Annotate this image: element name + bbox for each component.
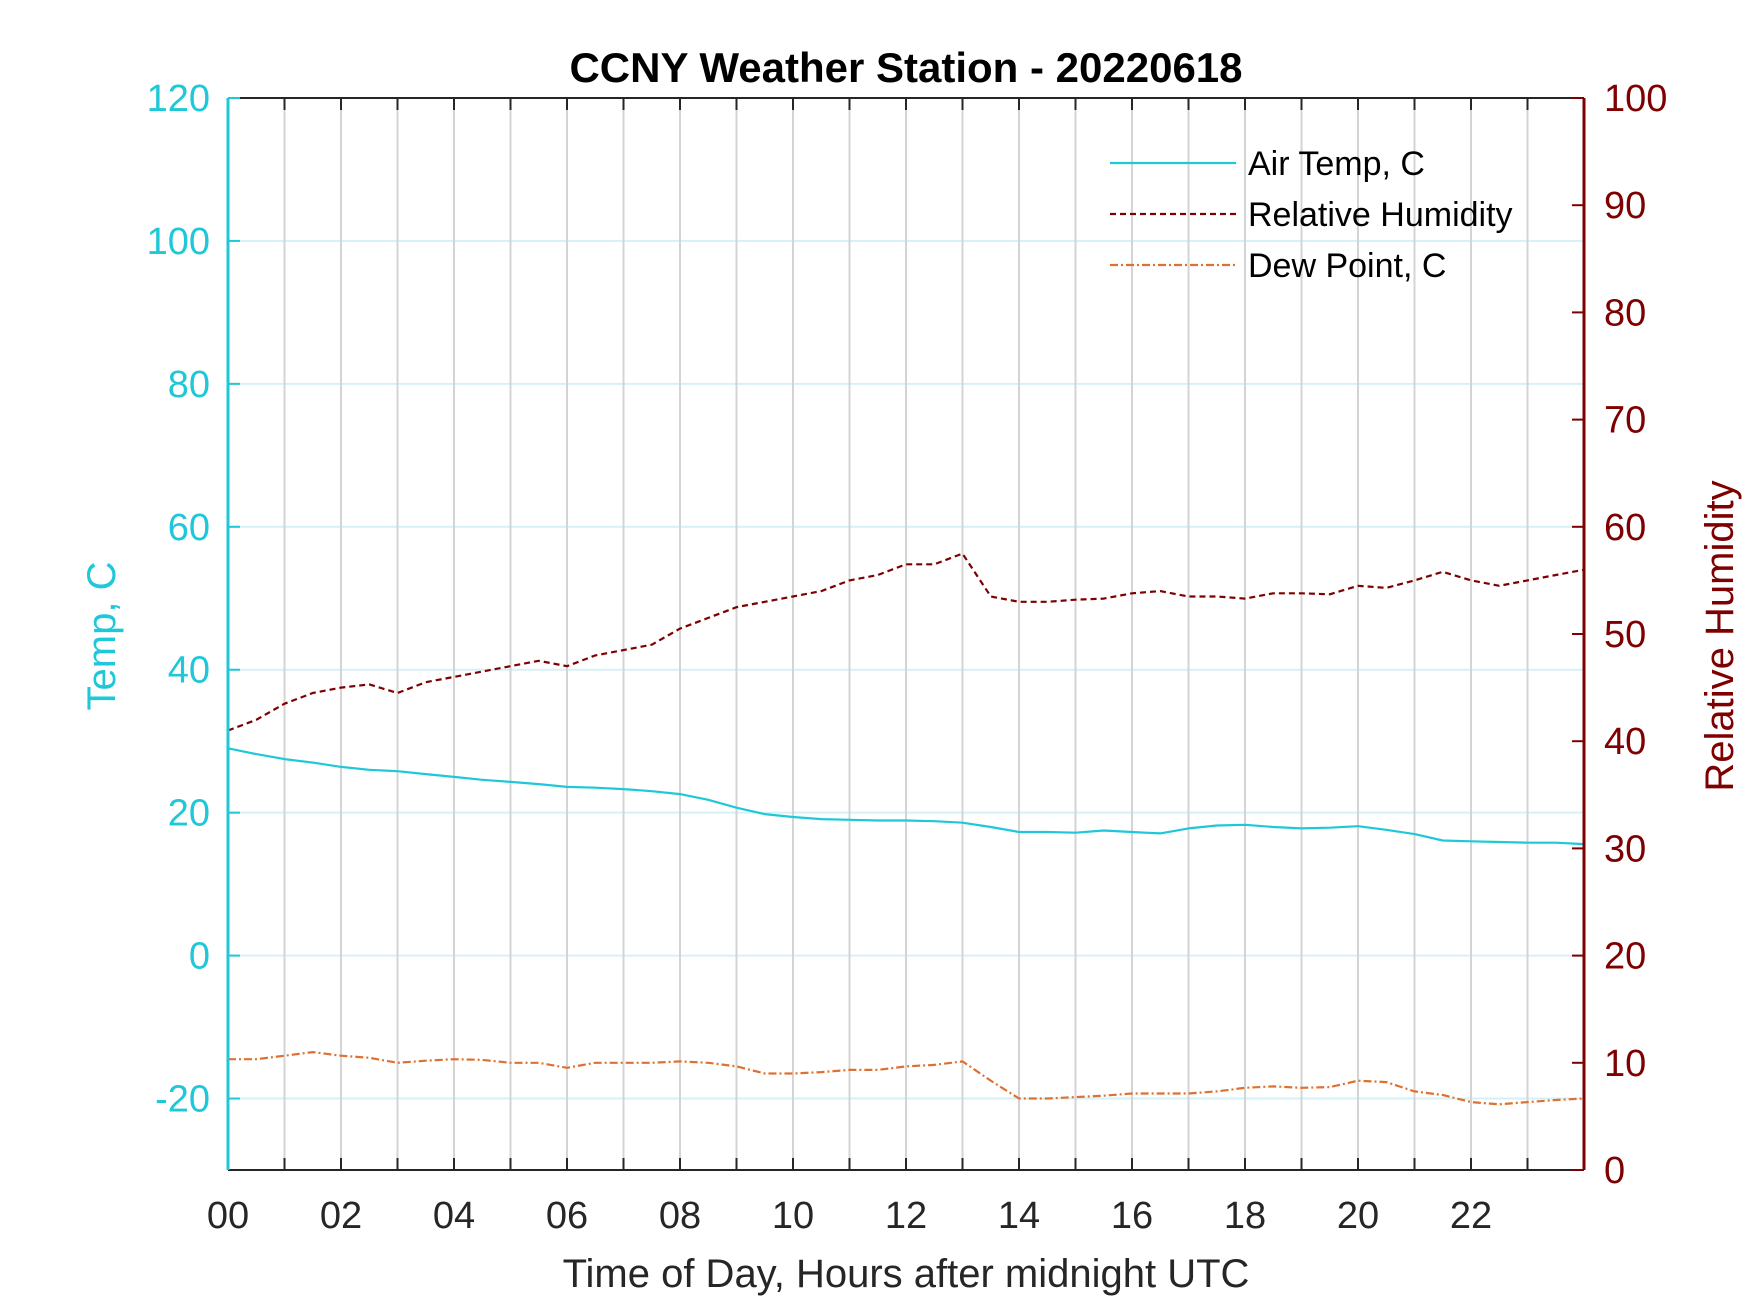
axes: 00 02 04 06 08 10 12 14 16 18 20 22-200204060801001… [147,78,1668,1237]
x-tick-label: 08 [659,1195,701,1237]
x-tick-label: 16 [1111,1195,1153,1237]
series-line-air-temp-c [227,747,1585,846]
y-right-tick-label: 50 [1604,614,1646,656]
y-right-tick-label: 90 [1604,185,1646,227]
series-lines [227,552,1585,1106]
y-right-tick-label: 0 [1604,1150,1625,1192]
y-left-tick-label: 80 [168,364,210,406]
y-left-tick-label: 120 [147,78,210,120]
y-left-tick-label: -20 [155,1079,210,1121]
series-line-dew-point-c [228,1050,1585,1106]
x-tick-label: 10 [772,1195,814,1237]
x-tick-label: 18 [1224,1195,1266,1237]
y-left-tick-label: 0 [189,936,210,978]
y-right-tick-label: 80 [1604,292,1646,334]
chart-title: CCNY Weather Station - 20220618 [569,44,1242,91]
legend-label: Dew Point, C [1248,247,1446,285]
y-axis-label-right: Relative Humidity [1698,480,1742,791]
x-tick-label: 12 [885,1195,927,1237]
legend-label: Relative Humidity [1248,196,1513,234]
y-left-tick-label: 40 [168,650,210,692]
x-tick-label: 20 [1337,1195,1379,1237]
y-right-tick-label: 60 [1604,507,1646,549]
y-right-tick-label: 20 [1604,936,1646,978]
y-right-tick-label: 10 [1604,1043,1646,1085]
y-left-tick-label: 20 [168,793,210,835]
x-tick-label: 06 [546,1195,588,1237]
x-tick-label: 22 [1450,1195,1492,1237]
x-tick-label: 04 [433,1195,475,1237]
legend-label: Air Temp, C [1248,145,1425,183]
y-left-tick-label: 60 [168,507,210,549]
x-tick-label: 14 [998,1195,1040,1237]
y-right-tick-label: 30 [1604,828,1646,870]
y-axis-label-left: Temp, C [80,562,124,711]
x-axis-label: Time of Day, Hours after midnight UTC [563,1252,1250,1296]
grid [228,97,1584,1170]
y-right-tick-label: 100 [1604,78,1667,120]
y-left-tick-label: 100 [147,221,210,263]
y-right-tick-label: 40 [1604,721,1646,763]
legend: Air Temp, C Relative Humidity Dew Point, C [1110,145,1513,285]
series-line-relative-humidity [227,552,1585,732]
x-tick-label: 00 [207,1195,249,1237]
y-right-tick-label: 70 [1604,400,1646,442]
x-tick-label: 02 [320,1195,362,1237]
